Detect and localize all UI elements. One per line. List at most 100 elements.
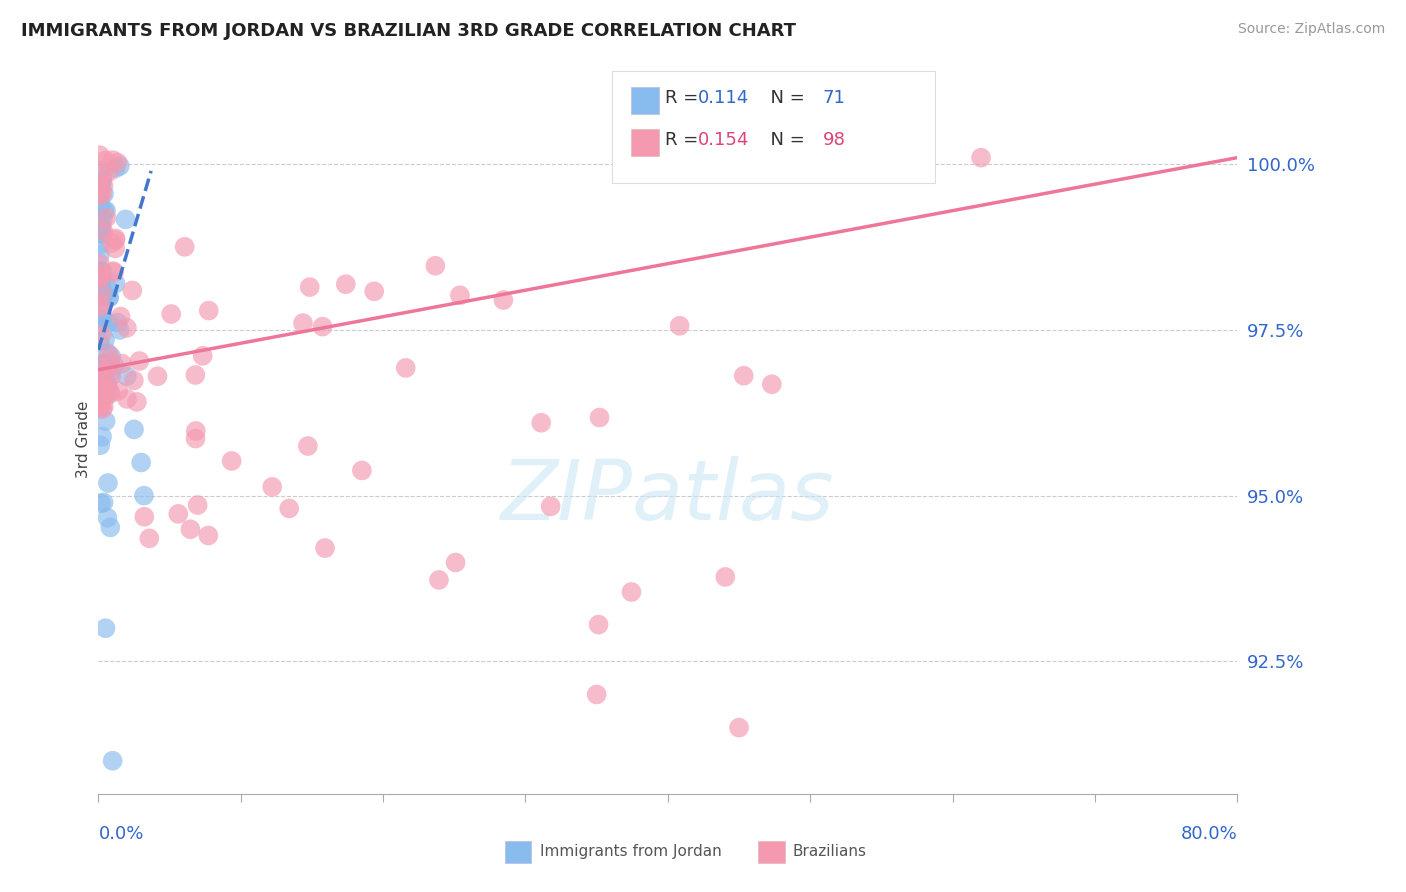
Point [733, 368, 755, 383]
Point [93, 288, 115, 302]
Text: R =: R = [665, 131, 704, 149]
Point [97, 475, 120, 490]
Point [298, 280, 321, 294]
Point [101, 235, 124, 250]
Point [91, 311, 114, 326]
Point [104, 277, 127, 291]
Point [728, 721, 751, 735]
Point [89, 238, 111, 252]
Point [94, 333, 117, 347]
Point [311, 319, 333, 334]
Text: N =: N = [759, 131, 811, 149]
Point [122, 374, 145, 388]
Point [100, 369, 122, 384]
Text: Brazilians: Brazilians [793, 845, 868, 859]
Point [761, 377, 783, 392]
Point [90, 279, 112, 293]
Point [540, 500, 562, 514]
Point [107, 384, 129, 398]
Point [668, 318, 690, 333]
Point [167, 507, 190, 521]
Point [98, 347, 121, 361]
Point [492, 293, 515, 307]
Point [350, 463, 373, 477]
Point [100, 386, 122, 401]
Text: 98: 98 [823, 131, 845, 149]
Text: Source: ZipAtlas.com: Source: ZipAtlas.com [1237, 22, 1385, 37]
Point [184, 368, 207, 382]
Point [91, 173, 114, 187]
Point [93, 186, 115, 201]
Point [292, 316, 315, 330]
Point [103, 359, 125, 373]
Point [94, 380, 117, 394]
Point [89, 273, 111, 287]
Point [187, 498, 209, 512]
Point [89, 438, 111, 452]
Point [89, 334, 111, 349]
Point [89, 163, 111, 178]
Point [138, 532, 160, 546]
Point [197, 303, 219, 318]
Point [115, 320, 138, 334]
Point [98, 520, 121, 534]
Point [108, 159, 131, 173]
Point [96, 389, 118, 403]
Point [89, 296, 111, 310]
Point [91, 212, 114, 227]
Point [128, 354, 150, 368]
Point [100, 350, 122, 364]
Point [96, 211, 118, 225]
Point [93, 358, 115, 372]
Point [91, 264, 114, 278]
Point [93, 178, 115, 193]
Point [93, 287, 115, 301]
Point [221, 454, 243, 468]
Text: 0.0%: 0.0% [98, 825, 143, 843]
Point [121, 284, 143, 298]
Point [104, 161, 127, 176]
Point [104, 241, 127, 255]
Point [588, 410, 610, 425]
Point [90, 223, 112, 237]
Point [179, 522, 201, 536]
Point [97, 346, 120, 360]
Point [103, 265, 125, 279]
Point [98, 291, 121, 305]
Point [395, 360, 418, 375]
Point [278, 501, 301, 516]
Point [96, 278, 118, 293]
Point [970, 151, 993, 165]
Point [107, 155, 129, 169]
Text: N =: N = [759, 89, 811, 107]
Point [97, 376, 120, 391]
Point [90, 392, 112, 407]
Point [90, 391, 112, 405]
Point [114, 212, 136, 227]
Point [108, 323, 131, 337]
Point [90, 318, 112, 332]
Point [184, 432, 207, 446]
Point [96, 510, 118, 524]
Point [314, 541, 336, 555]
Point [425, 259, 447, 273]
Point [101, 153, 124, 168]
Point [97, 316, 120, 330]
Point [93, 495, 115, 509]
Point [94, 621, 117, 635]
Point [91, 357, 114, 371]
Point [93, 400, 115, 414]
Point [91, 430, 114, 444]
Point [89, 248, 111, 262]
Point [115, 369, 138, 384]
Point [91, 224, 114, 238]
Point [89, 188, 111, 202]
Point [111, 357, 134, 371]
Point [91, 228, 114, 243]
Point [104, 231, 127, 245]
Point [588, 617, 610, 632]
Point [297, 439, 319, 453]
Point [89, 264, 111, 278]
Point [184, 424, 207, 438]
Point [101, 264, 124, 278]
